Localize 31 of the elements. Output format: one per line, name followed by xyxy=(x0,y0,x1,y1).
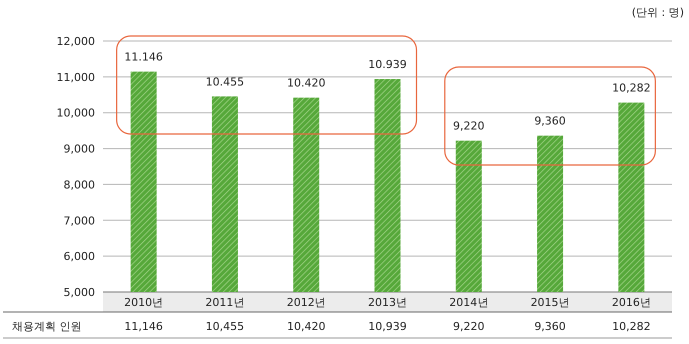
y-tick-label: 10,000 xyxy=(56,106,95,120)
x-tick-label: 2010년 xyxy=(124,296,164,309)
annotation: 11.146 xyxy=(124,50,163,64)
annotation: 9,220 xyxy=(453,120,485,133)
data-label: 10,455 xyxy=(206,320,244,333)
y-tick-label: 5,000 xyxy=(64,286,95,299)
x-tick-label: 2016년 xyxy=(612,296,651,309)
data-label: 9,220 xyxy=(453,320,485,333)
y-tick-label: 12,000 xyxy=(56,35,95,48)
y-tick-label: 11,000 xyxy=(56,70,95,84)
text: 채용계획 인원 xyxy=(12,320,82,333)
data-label: 9,360 xyxy=(534,320,566,333)
x-tick-label: 2014년 xyxy=(449,296,488,309)
y-tick-label: 6,000 xyxy=(64,250,95,264)
data-label: 10,282 xyxy=(612,320,651,333)
annotation: 9,360 xyxy=(534,114,566,128)
x-tick-label: 2012년 xyxy=(286,296,326,309)
x-tick-label: 2011년 xyxy=(205,296,244,309)
annotation: 10,282 xyxy=(612,82,651,95)
x-tick-label: 2015년 xyxy=(530,296,570,309)
x-tick-label: 2013년 xyxy=(368,296,407,309)
data-label: 11,146 xyxy=(124,320,163,333)
y-tick-label: 8,000 xyxy=(64,178,95,192)
annotation: 10.420 xyxy=(286,76,326,90)
y-tick-label: 7,000 xyxy=(64,214,95,228)
annotation: 10.455 xyxy=(206,75,244,88)
y-tick-label: 9,000 xyxy=(64,142,95,156)
data-label: 10,939 xyxy=(368,320,407,333)
annotation: 10.939 xyxy=(368,58,407,72)
data-label: 10,420 xyxy=(286,320,326,333)
text: (단위 : 명) xyxy=(632,6,684,19)
